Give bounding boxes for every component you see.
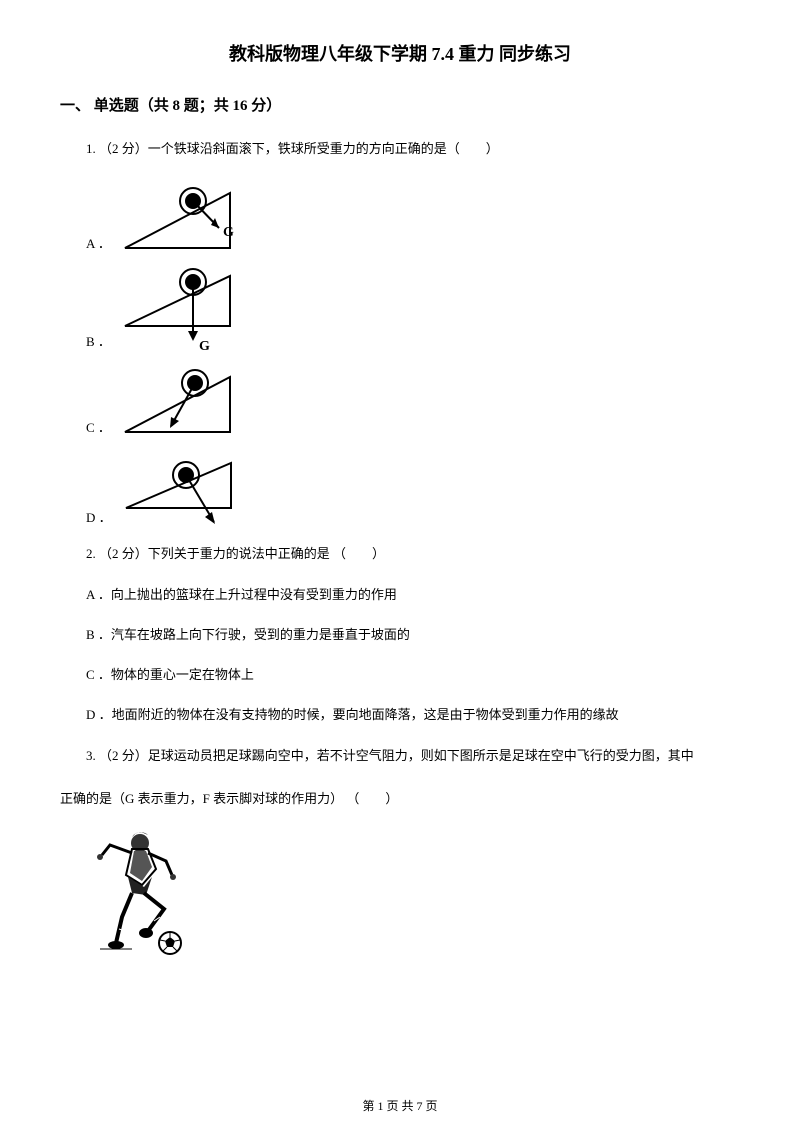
q3-player-illustration	[92, 827, 222, 957]
q3-stem-line1: 3. （2 分）足球运动员把足球踢向空中，若不计空气阻力，则如下图所示是足球在空…	[60, 742, 740, 771]
q1-diagram-c	[115, 364, 240, 442]
q1-option-a: A ． G	[86, 178, 740, 258]
page-footer: 第 1 页 共 7 页	[0, 1097, 800, 1114]
q2-option-d: D ．地面附近的物体在没有支持物的时候，要向地面降落，这是由于物体受到重力作用的…	[60, 702, 740, 728]
q2-option-a: A ．向上抛出的篮球在上升过程中没有受到重力的作用	[60, 582, 740, 608]
q3-stem-line2: 正确的是（G 表示重力，F 表示脚对球的作用力） （ ）	[60, 785, 740, 814]
q2-option-c: C ．物体的重心一定在物体上	[60, 662, 740, 688]
q1-option-d-label: D ．	[86, 507, 112, 532]
q1-option-b: B ． G	[86, 266, 740, 356]
q1-diagram-d	[116, 450, 241, 532]
svg-text:G: G	[223, 225, 234, 240]
q1-diagram-b: G	[115, 266, 240, 356]
q1-option-c-label: C ．	[86, 417, 111, 442]
q1-option-b-label: B ．	[86, 331, 111, 356]
q2-stem: 2. （2 分）下列关于重力的说法中正确的是 （ ）	[60, 540, 740, 569]
q2-option-b: B ．汽车在坡路上向下行驶，受到的重力是垂直于坡面的	[60, 622, 740, 648]
q1-option-d: D ．	[86, 450, 740, 532]
q1-option-a-label: A ．	[86, 233, 111, 258]
q1-diagram-a: G	[115, 178, 240, 258]
q1-option-c: C ．	[86, 364, 740, 442]
page-title: 教科版物理八年级下学期 7.4 重力 同步练习	[60, 40, 740, 66]
q1-stem: 1. （2 分）一个铁球沿斜面滚下，铁球所受重力的方向正确的是（ ）	[60, 135, 740, 164]
svg-text:G: G	[199, 339, 210, 354]
section-header: 一、 单选题（共 8 题；共 16 分）	[60, 94, 740, 115]
